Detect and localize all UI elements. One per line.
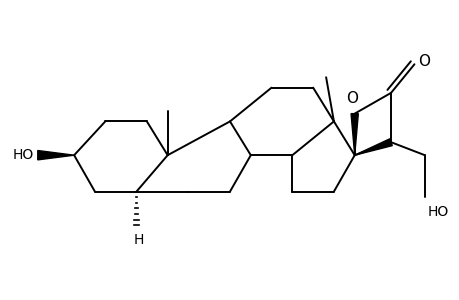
Polygon shape — [354, 139, 392, 155]
Polygon shape — [350, 114, 358, 155]
Polygon shape — [38, 151, 74, 160]
Text: HO: HO — [426, 205, 448, 219]
Text: O: O — [418, 54, 430, 69]
Text: HO: HO — [12, 148, 34, 162]
Text: O: O — [345, 91, 357, 106]
Text: H: H — [134, 233, 144, 247]
